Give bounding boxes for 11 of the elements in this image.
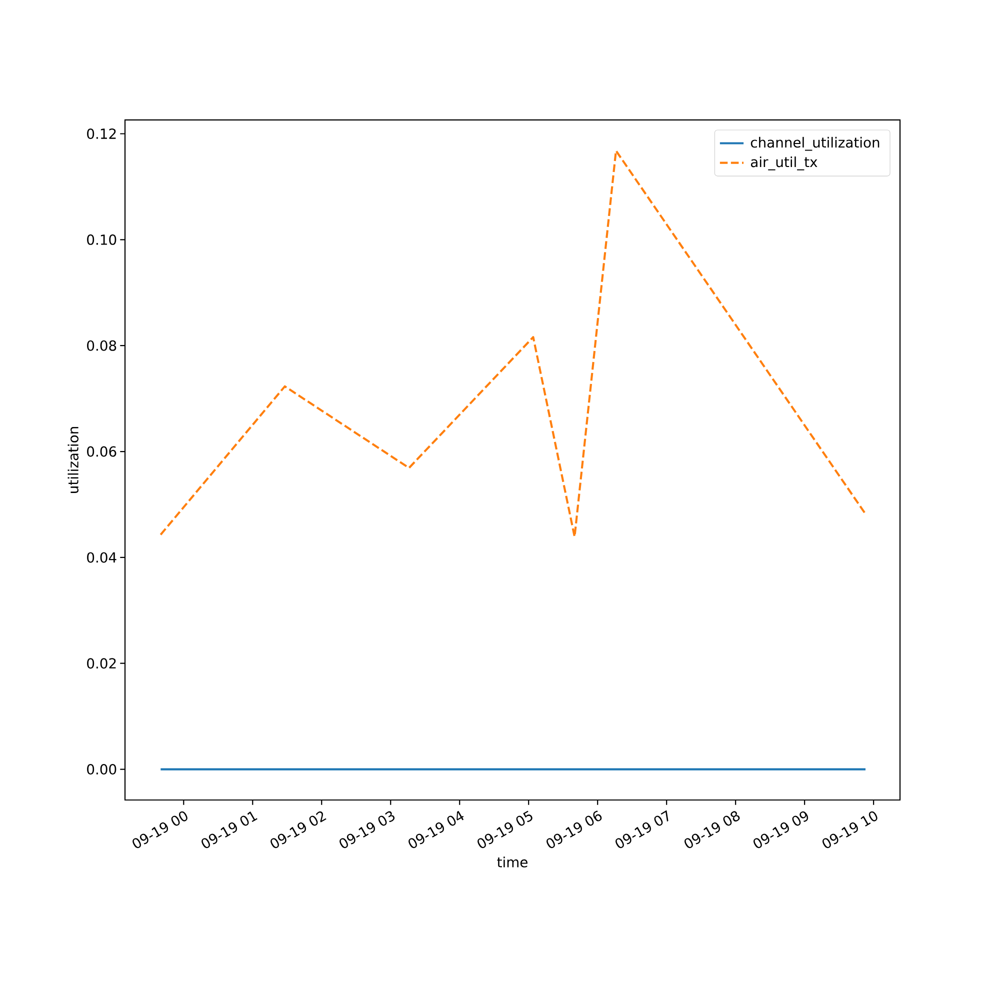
legend-label: channel_utilization <box>750 136 880 151</box>
y-tick-label: 0.04 <box>87 552 116 563</box>
y-tick-label: 0.08 <box>87 340 116 351</box>
y-tick-label: 0.10 <box>87 234 116 245</box>
y-axis-title: utilization <box>68 427 78 493</box>
legend-label: air_util_tx <box>750 156 818 170</box>
x-axis-title: time <box>497 856 528 868</box>
y-tick-label: 0.02 <box>87 658 116 669</box>
y-tick-label: 0.06 <box>87 446 116 457</box>
y-tick-label: 0.12 <box>87 128 116 140</box>
y-tick-label: 0.00 <box>87 764 116 775</box>
